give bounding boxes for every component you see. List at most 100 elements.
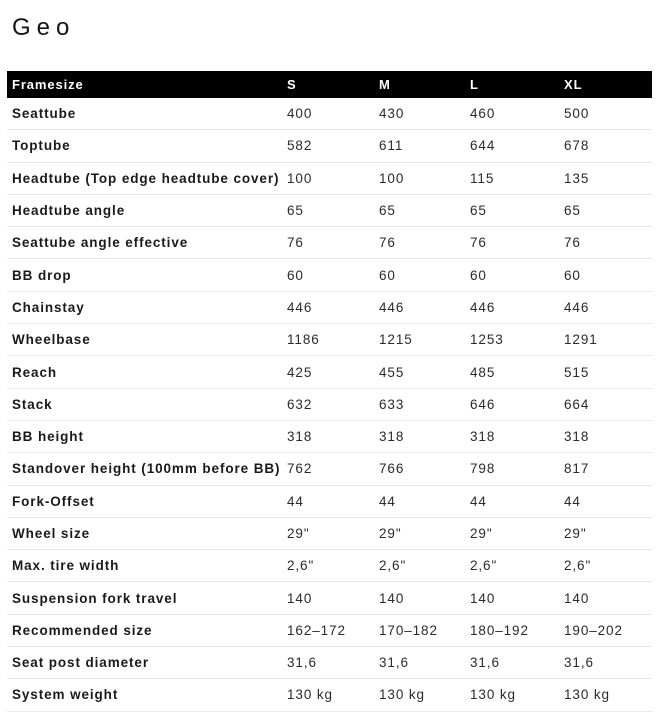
row-value-l: 44	[470, 493, 487, 509]
row-value-m: 766	[379, 461, 405, 477]
row-value-l: 644	[470, 138, 496, 154]
row-value-l: 180–192	[470, 622, 529, 638]
column-header-size-s: S	[287, 77, 297, 92]
page-title: Geo	[12, 14, 76, 41]
row-value-s: 76	[287, 235, 304, 251]
row-value-l: 76	[470, 235, 487, 251]
row-value-m: 76	[379, 235, 396, 251]
row-value-s: 446	[287, 299, 313, 315]
row-value-xl: 515	[564, 364, 590, 380]
row-value-m: 318	[379, 429, 405, 445]
row-value-l: 130 kg	[470, 687, 516, 703]
row-value-xl: 500	[564, 106, 590, 122]
row-label: Seattube angle effective	[12, 235, 189, 251]
row-value-xl: 76	[564, 235, 581, 251]
column-header-size-m: M	[379, 77, 391, 92]
table-row: Chainstay 446 446 446 446	[7, 291, 652, 325]
row-value-m: 44	[379, 493, 396, 509]
row-value-l: 65	[470, 203, 487, 219]
row-label: Reach	[12, 364, 58, 380]
row-value-xl: 135	[564, 170, 590, 186]
row-label: Recommended size	[12, 622, 153, 638]
row-value-s: 2,6"	[287, 558, 315, 574]
table-row: Seattube 400 430 460 500	[7, 98, 652, 131]
row-value-l: 60	[470, 267, 487, 283]
row-value-m: 65	[379, 203, 396, 219]
table-row: Recommended size 162–172 170–182 180–192…	[7, 614, 652, 648]
row-value-xl: 318	[564, 429, 590, 445]
row-value-l: 646	[470, 396, 496, 412]
row-value-l: 798	[470, 461, 496, 477]
row-value-s: 632	[287, 396, 313, 412]
row-value-m: 1215	[379, 332, 413, 348]
row-value-m: 100	[379, 170, 405, 186]
row-value-s: 130 kg	[287, 687, 333, 703]
row-value-m: 2,6"	[379, 558, 407, 574]
table-row: Wheelbase 1186 1215 1253 1291	[7, 324, 652, 357]
table-row: Toptube 582 611 644 678	[7, 130, 652, 163]
row-label: Fork-Offset	[12, 493, 95, 509]
row-value-s: 400	[287, 106, 313, 122]
row-label: BB drop	[12, 267, 72, 283]
row-value-l: 115	[470, 170, 495, 186]
column-header-size-l: L	[470, 77, 479, 92]
row-value-xl: 2,6"	[564, 558, 592, 574]
row-label: Suspension fork travel	[12, 590, 178, 606]
row-value-xl: 65	[564, 203, 581, 219]
row-label: System weight	[12, 687, 119, 703]
row-value-s: 65	[287, 203, 304, 219]
row-value-l: 31,6	[470, 655, 500, 671]
column-header-framesize: Framesize	[12, 77, 84, 92]
row-value-m: 130 kg	[379, 687, 425, 703]
row-value-s: 762	[287, 461, 313, 477]
table-row: Reach 425 455 485 515	[7, 356, 652, 389]
row-value-s: 29"	[287, 526, 310, 541]
row-value-m: 170–182	[379, 622, 438, 638]
row-value-s: 582	[287, 138, 313, 154]
row-value-m: 430	[379, 106, 405, 122]
table-row: BB drop 60 60 60 60	[7, 259, 652, 292]
table-row: Suspension fork travel 140 140 140 140	[7, 582, 652, 615]
row-label: Toptube	[12, 138, 71, 154]
row-value-l: 446	[470, 299, 496, 315]
row-value-l: 485	[470, 364, 496, 380]
row-label: Headtube angle	[12, 203, 126, 219]
row-value-s: 162–172	[287, 622, 346, 638]
row-value-xl: 44	[564, 493, 581, 509]
row-label: Max. tire width	[12, 558, 120, 574]
row-value-l: 29"	[470, 526, 493, 541]
row-value-xl: 31,6	[564, 655, 594, 671]
table-row: Stack 632 633 646 664	[7, 388, 652, 421]
geometry-table: Framesize S M L XL Seattube 400 430 460 …	[7, 71, 652, 712]
column-header-size-xl: XL	[564, 77, 583, 92]
row-value-s: 318	[287, 429, 313, 445]
table-row: Seattube angle effective 76 76 76 76	[7, 227, 652, 260]
row-value-xl: 446	[564, 299, 590, 315]
row-value-l: 2,6"	[470, 558, 498, 574]
row-value-m: 446	[379, 299, 405, 315]
row-value-l: 140	[470, 590, 496, 606]
row-label: Seat post diameter	[12, 655, 149, 671]
table-row: Standover height (100mm before BB) 762 7…	[7, 453, 652, 486]
row-value-s: 425	[287, 364, 313, 380]
row-label: Wheelbase	[12, 332, 91, 348]
table-row: Headtube (Top edge headtube cover) 100 1…	[7, 162, 652, 195]
row-label: Standover height (100mm before BB)	[12, 461, 281, 477]
row-value-s: 100	[287, 170, 313, 186]
row-value-l: 460	[470, 106, 496, 122]
row-value-xl: 817	[564, 461, 590, 477]
row-label: Seattube	[12, 106, 77, 122]
row-label: BB height	[12, 429, 84, 445]
table-row: Headtube angle 65 65 65 65	[7, 194, 652, 228]
row-value-m: 29"	[379, 526, 402, 541]
row-value-s: 44	[287, 493, 304, 509]
row-value-s: 1186	[287, 332, 320, 348]
row-value-xl: 664	[564, 396, 590, 412]
row-value-m: 611	[379, 138, 404, 154]
row-value-xl: 140	[564, 590, 590, 606]
table-row: Fork-Offset 44 44 44 44	[7, 485, 652, 518]
row-value-m: 60	[379, 267, 396, 283]
row-value-xl: 60	[564, 267, 581, 283]
row-label: Stack	[12, 396, 53, 412]
row-value-xl: 678	[564, 138, 590, 154]
